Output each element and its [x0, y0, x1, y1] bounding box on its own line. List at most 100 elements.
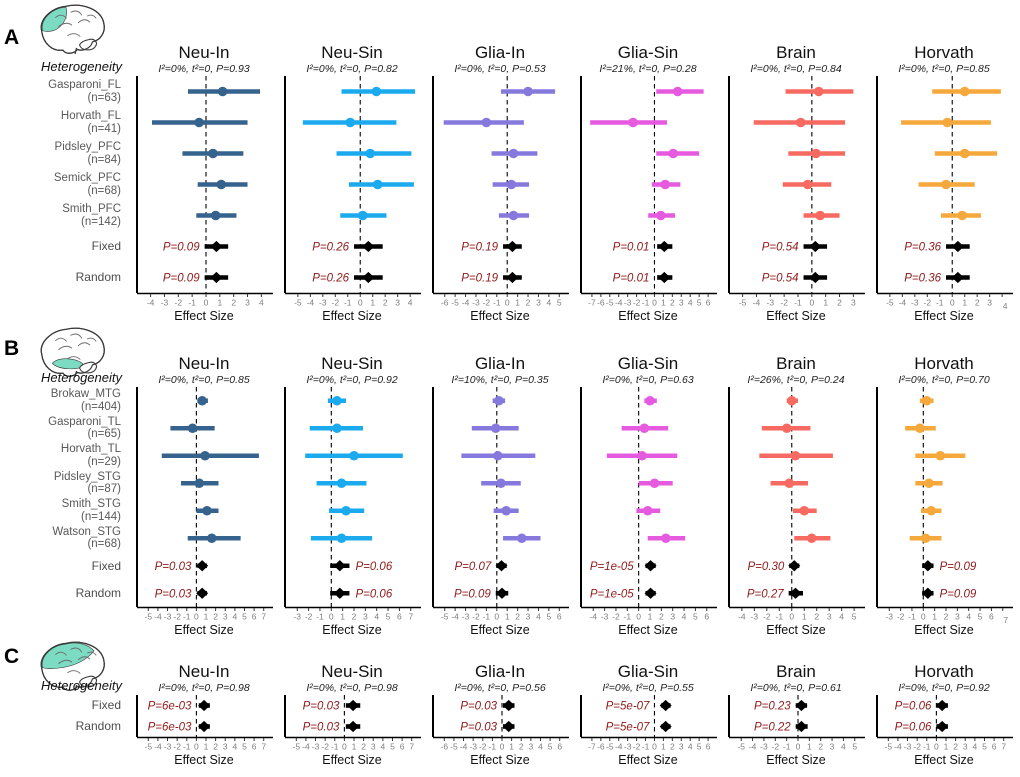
effect-dot [935, 450, 946, 461]
x-tick-label: 0 [500, 742, 505, 752]
study-label-Smith_STG: Smith_STG (n=144) [0, 497, 130, 525]
effect-dot [921, 395, 932, 406]
plot-column-Neu-Sin: -5 -4 -3 -2 -1 0 1 2 3 4 P=0.26 P=0.26 Effect Size [278, 76, 426, 323]
x-tick-label: 1 [204, 612, 209, 622]
x-tick-label: -2 [913, 742, 921, 752]
x-tick-label: -2 [612, 612, 620, 622]
effect-dot [920, 533, 931, 544]
summary-name: Random [75, 586, 121, 600]
x-tick-label: 4 [232, 612, 237, 622]
effect-size-label: Effect Size [766, 309, 826, 323]
p-value-label: P=0.03 [155, 561, 192, 573]
summary-row-fixed: P=0.06 [895, 699, 949, 713]
summary-row-random: P=0.03 [303, 720, 361, 734]
effect-dot [806, 533, 817, 544]
x-tick-label: -2 [305, 612, 313, 622]
x-tick-label: 1 [505, 612, 510, 622]
x-tick-label: 0 [329, 612, 334, 622]
summary-name: Random [75, 270, 121, 285]
study-name: Pidsley_PFC [54, 141, 121, 153]
panel-head-C: C Heterogeneity Neu-In I²=0%, t²=0, P=0.98 N… [0, 637, 1020, 695]
x-tick-label: -1 [642, 298, 650, 308]
forest-plot-A-Neu-In: -4 -3 -2 -1 0 1 2 3 4 P=0.09 P=0.09 [136, 76, 273, 308]
brain-gyri-line [58, 659, 73, 665]
column-heterogeneity: I²=0%, t²=0, P=0.92 [306, 374, 398, 386]
brain-icon [40, 327, 105, 378]
x-tick-label: 0 [505, 298, 510, 308]
brain-gyri-line [70, 647, 83, 653]
column-heterogeneity: I²=0%, t²=0, P=0.92 [898, 682, 990, 694]
summary-row-random: P=0.22 [754, 720, 808, 734]
forest-plot-C-Glia-Sin: -7 -6 -5 -4 -3 -2 -1 0 1 2 3 4 5 6 P=5e-07 P=5e-07 [580, 695, 717, 752]
x-tick-label: -1 [936, 298, 944, 308]
x-tick-label: 3 [526, 612, 531, 622]
heterogeneity-label: Heterogeneity [41, 370, 122, 385]
x-tick-label: 0 [194, 742, 199, 752]
p-value-label: P=5e-07 [606, 722, 650, 734]
effect-dot [942, 117, 953, 128]
effect-dot [493, 450, 503, 461]
study-row-Gasparoni_FL [188, 86, 260, 97]
study-row-Smith_PFC [648, 210, 676, 221]
x-tick-label: -5 [145, 612, 153, 622]
study-n: (n=404) [81, 400, 121, 413]
x-tick-label: 5 [693, 612, 698, 622]
x-tick-label: 6 [992, 742, 997, 752]
x-tick-label: 2 [383, 298, 388, 308]
x-tick-label: -5 [739, 298, 747, 308]
panel-letter: C [4, 645, 20, 668]
column-header-Glia-Sin: Glia-Sin I²=0%, t²=0, P=0.55 [574, 637, 722, 695]
column-heterogeneity: I²=0%, t²=0, P=0.55 [602, 682, 694, 694]
x-tick-label: -2 [633, 742, 641, 752]
p-value-label: P=0.26 [312, 273, 349, 285]
brain-gyri-line [77, 342, 91, 347]
x-tick-label: 6 [704, 612, 709, 622]
summary-row-random: P=0.27 [747, 587, 803, 600]
study-row-Pidsley_STG [316, 478, 367, 489]
brain-outline-top [40, 641, 105, 691]
x-tick-label: 5 [697, 742, 702, 752]
x-tick-label: -1 [316, 612, 324, 622]
x-tick-label: -5 [294, 298, 302, 308]
brain-gyri-line [86, 651, 97, 656]
x-tick-label: 2 [352, 612, 357, 622]
forest-plot-B-Glia-In: -5 -4 -3 -2 -1 0 1 2 3 4 5 6 P=0.07 P=0.09 [432, 387, 569, 622]
x-tick-label: 1 [823, 298, 828, 308]
summary-diamond [809, 271, 822, 284]
summary-row-fixed: P=0.23 [754, 699, 808, 713]
x-tick-label: -3 [319, 298, 327, 308]
column-heterogeneity: I²=0%, t²=0, P=0.84 [750, 63, 842, 75]
column-title: Glia-In [474, 662, 526, 681]
study-row-Watson_STG [310, 533, 373, 544]
effect-dot [501, 505, 511, 516]
forest-plot-C-Glia-In: -6 -5 -4 -3 -2 -1 0 1 2 3 4 5 6 P=0.03 P=0.03 [432, 695, 569, 752]
plot-columns: -4 -3 -2 -1 0 1 2 3 4 P=0.09 P=0.09 Effect Size -5 -4… [130, 76, 1020, 323]
forest-plot-C-Neu-Sin: -5 -4 -3 -2 -1 0 1 2 3 4 5 6 7 P=0.03 P=0.03 [284, 695, 421, 752]
effect-dot [336, 533, 347, 544]
study-row-Semick_PFC [492, 179, 530, 190]
x-tick-label: -2 [472, 612, 480, 622]
study-row-Pidsley_PFC [336, 148, 412, 159]
p-value-label: P=5e-07 [606, 701, 650, 713]
column-title: Glia-Sin [617, 662, 679, 681]
p-value-label: P=0.03 [460, 701, 497, 713]
x-tick-label: -1 [493, 298, 501, 308]
effect-dot [784, 478, 795, 489]
effect-dot [217, 86, 228, 97]
p-value-label: P=0.36 [904, 242, 941, 254]
summary-row-fixed: P=0.07 [454, 560, 508, 573]
summary-row-fixed: P=0.01 [613, 240, 673, 254]
effect-dot [508, 210, 519, 221]
x-tick-label: -3 [462, 612, 470, 622]
x-tick-label: -4 [753, 298, 761, 308]
p-value-label: P=0.01 [613, 242, 650, 254]
summary-diamond [921, 587, 934, 599]
effect-dot [206, 533, 217, 544]
x-tick-label: -2 [897, 612, 905, 622]
x-tick-label: -4 [307, 298, 315, 308]
x-tick-label: 0 [194, 612, 199, 622]
x-tick-label: 4 [688, 298, 693, 308]
x-tick-label: 0 [358, 298, 363, 308]
p-value-label: P=0.09 [454, 588, 491, 600]
study-row-Smith_PFC [941, 210, 981, 221]
